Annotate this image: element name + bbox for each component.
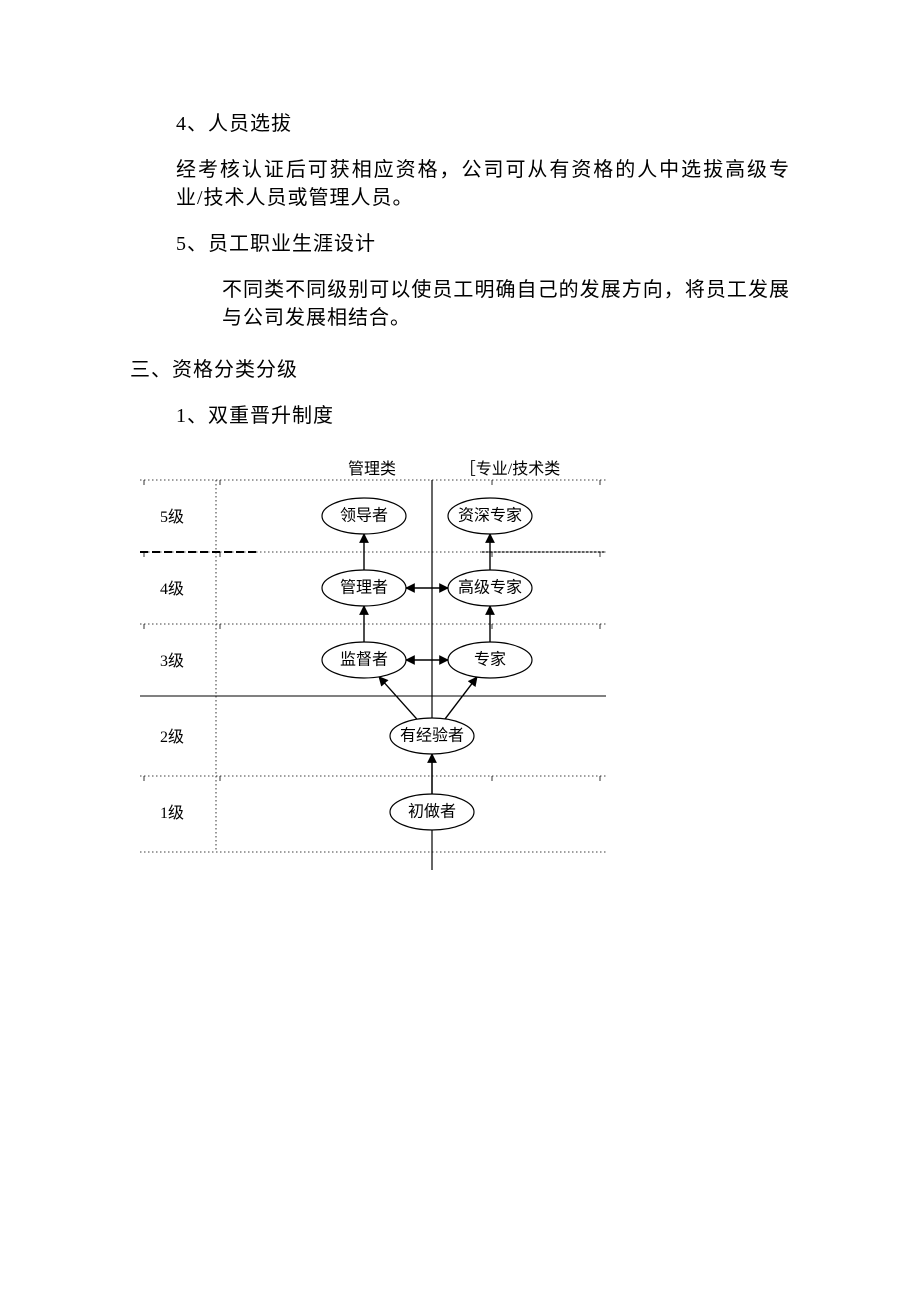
svg-text:3级: 3级 (160, 652, 184, 670)
svg-text:资深专家: 资深专家 (458, 507, 522, 525)
heading-4: 4、人员选拔 (130, 110, 790, 138)
heading-5: 5、员工职业生涯设计 (130, 230, 790, 258)
svg-text:初做者: 初做者 (408, 803, 456, 821)
svg-text:2级: 2级 (160, 728, 184, 746)
svg-text:［专业/技术类: ［专业/技术类 (460, 460, 560, 478)
svg-text:领导者: 领导者 (340, 507, 388, 525)
svg-text:5级: 5级 (160, 508, 184, 526)
document-page: 4、人员选拔 经考核认证后可获相应资格，公司可从有资格的人中选拔高级专业/技术人… (0, 0, 920, 878)
svg-text:管理类: 管理类 (348, 460, 396, 478)
paragraph-5-body-1: 不同类不同级别可以使员工明确自己的发展方向，将员工发展与公司发展相结合。 (130, 276, 790, 332)
flowchart-svg: 管理类 ［专业/技术类 5级 4级 3级 2级 1级 领导者 资深专家管理者 高级专家监督者 专家有… (140, 458, 606, 878)
paragraph-5-text: 不同类不同级别可以使员工明确自己的发展方向，将员工发展与公司发展相结合。 (222, 279, 790, 329)
heading-3-1: 1、双重晋升制度 (130, 402, 790, 430)
section-3-heading: 三、资格分类分级 (130, 356, 790, 384)
paragraph-4-body: 经考核认证后可获相应资格，公司可从有资格的人中选拔高级专业/技术人员或管理人员。 (130, 156, 790, 212)
svg-text:管理者: 管理者 (340, 579, 388, 597)
svg-text:1级: 1级 (160, 804, 184, 822)
promotion-flowchart: 管理类 ［专业/技术类 5级 4级 3级 2级 1级 领导者 资深专家管理者 高级专家监督者 专家有… (140, 458, 606, 878)
svg-text:有经验者: 有经验者 (400, 727, 464, 745)
svg-text:专家: 专家 (474, 651, 506, 669)
svg-text:4级: 4级 (160, 580, 184, 598)
svg-text:监督者: 监督者 (340, 651, 388, 669)
svg-text:高级专家: 高级专家 (458, 579, 522, 597)
